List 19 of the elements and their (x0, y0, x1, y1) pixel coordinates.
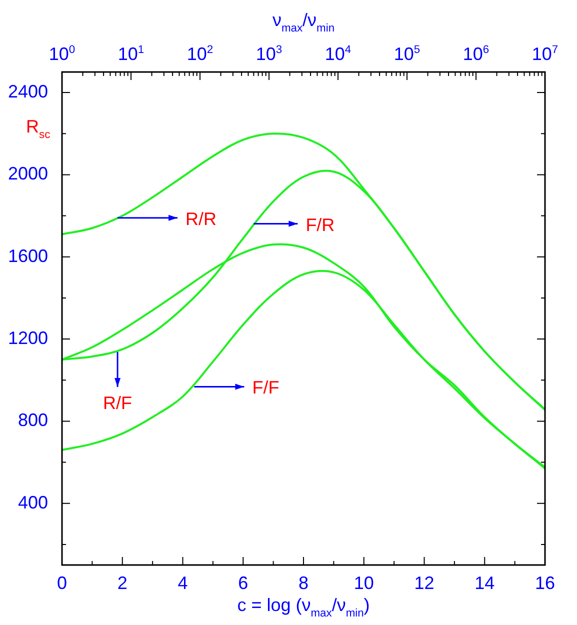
x-tick-label: 6 (238, 573, 248, 593)
x-tick-label: 14 (474, 573, 495, 593)
x-tick-label: 0 (56, 573, 68, 593)
x-tick-label: 16 (534, 573, 556, 593)
annotation: R/F (103, 392, 132, 413)
y-tick-label: 2000 (8, 164, 48, 184)
annotation: F/R (306, 214, 335, 235)
y-tick-label: 800 (18, 410, 48, 430)
annotation: R/R (186, 208, 217, 229)
x-tick-label: 12 (414, 573, 434, 593)
annotation: F/F (252, 378, 280, 398)
x-tick-label: 2 (117, 573, 128, 593)
y-tick-label: 400 (18, 492, 48, 512)
x-tick-label: 8 (298, 573, 309, 593)
y-tick-label: 1200 (8, 328, 48, 348)
y-tick-label: 1600 (8, 246, 48, 266)
x-tick-label: 10 (354, 573, 374, 593)
x-tick-label: 4 (178, 573, 188, 593)
y-tick-label: 2400 (8, 82, 48, 102)
